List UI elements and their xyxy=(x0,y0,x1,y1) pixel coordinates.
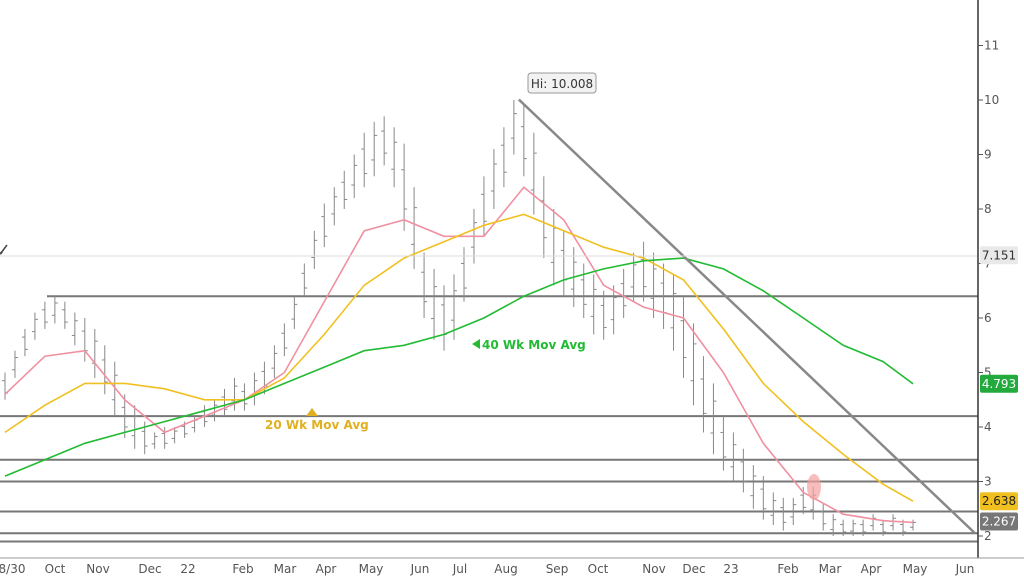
y-tick-label: 5 xyxy=(984,366,992,380)
y-tick-label: 11 xyxy=(984,39,999,53)
x-tick-label: Oct xyxy=(45,562,66,576)
x-tick-label: Dec xyxy=(682,562,705,576)
price-tag-box xyxy=(980,374,1018,393)
annotation-20wk: 20 Wk Mov Avg xyxy=(265,408,369,432)
x-tick-label: 23 xyxy=(723,562,738,576)
annotation-20wk-label: 20 Wk Mov Avg xyxy=(265,418,369,432)
y-tick-label: 9 xyxy=(984,148,992,162)
x-tick-label: Aug xyxy=(494,562,517,576)
x-tick-label: Mar xyxy=(274,562,297,576)
x-tick-label: Jul xyxy=(452,562,467,576)
moving-average-lines xyxy=(4,186,914,524)
x-tick-label: Apr xyxy=(316,562,337,576)
trendline-line xyxy=(518,98,976,535)
price-tag-label: 2.638 xyxy=(982,494,1016,508)
price-tag-label: 4.793 xyxy=(982,377,1016,391)
ma-10wk-line xyxy=(4,186,914,524)
price-tag-label: 7.151 xyxy=(982,248,1016,262)
y-tick-label: 8 xyxy=(984,202,992,216)
high-callout-box xyxy=(527,72,597,94)
x-tick-label: Jun xyxy=(955,562,975,576)
y-tick-label: 3 xyxy=(984,475,992,489)
x-tick-label: Mar xyxy=(819,562,842,576)
ma-40wk-line xyxy=(4,257,914,477)
x-tick-label: Nov xyxy=(86,562,109,576)
arrow-up-icon xyxy=(306,408,318,416)
x-tick-label: Jun xyxy=(410,562,430,576)
x-tick-label: Nov xyxy=(642,562,665,576)
arrow-left-icon xyxy=(472,339,480,349)
annotation-40wk: 40 Wk Mov Avg xyxy=(472,338,586,352)
highlight-marker xyxy=(807,474,821,500)
price-tag-label: 2.267 xyxy=(982,514,1016,528)
x-tick-label: Feb xyxy=(777,562,798,576)
y-tick-label: 2 xyxy=(984,529,992,543)
x-tick-label: 22 xyxy=(180,562,195,576)
annotation-40wk-label: 40 Wk Mov Avg xyxy=(482,338,586,352)
y-tick-label: 10 xyxy=(984,93,999,107)
ma-20wk-line xyxy=(4,213,914,502)
x-tick-label: Dec xyxy=(138,562,161,576)
x-tick-label: Sep xyxy=(546,562,569,576)
y-axis-panel xyxy=(978,0,1024,578)
x-tick-label: Oct xyxy=(588,562,609,576)
x-tick-label: May xyxy=(359,562,384,576)
price-tags: 7.151 4.793 2.638 2.267 xyxy=(980,246,1018,531)
x-tick-label: 8/30 xyxy=(0,562,25,576)
high-callout: Hi: 10.008 xyxy=(527,72,597,94)
price-tag-box xyxy=(980,512,1018,531)
price-tag-box xyxy=(980,492,1018,511)
x-axis-ticks: 8/30 Oct Nov Dec 22 Feb Mar Apr May Jun Jul Aug Sep O… xyxy=(0,562,974,576)
x-tick-label: Feb xyxy=(232,562,253,576)
trendline xyxy=(518,98,976,535)
high-label: Hi: 10.008 xyxy=(531,77,593,91)
y-tick-label: 4 xyxy=(984,420,992,434)
x-tick-label: May xyxy=(903,562,928,576)
price-tag-box xyxy=(980,246,1018,265)
y-tick-label: 6 xyxy=(984,311,992,325)
horizontal-levels xyxy=(0,295,978,543)
pencil-icon xyxy=(0,244,8,255)
x-tick-label: Apr xyxy=(861,562,882,576)
